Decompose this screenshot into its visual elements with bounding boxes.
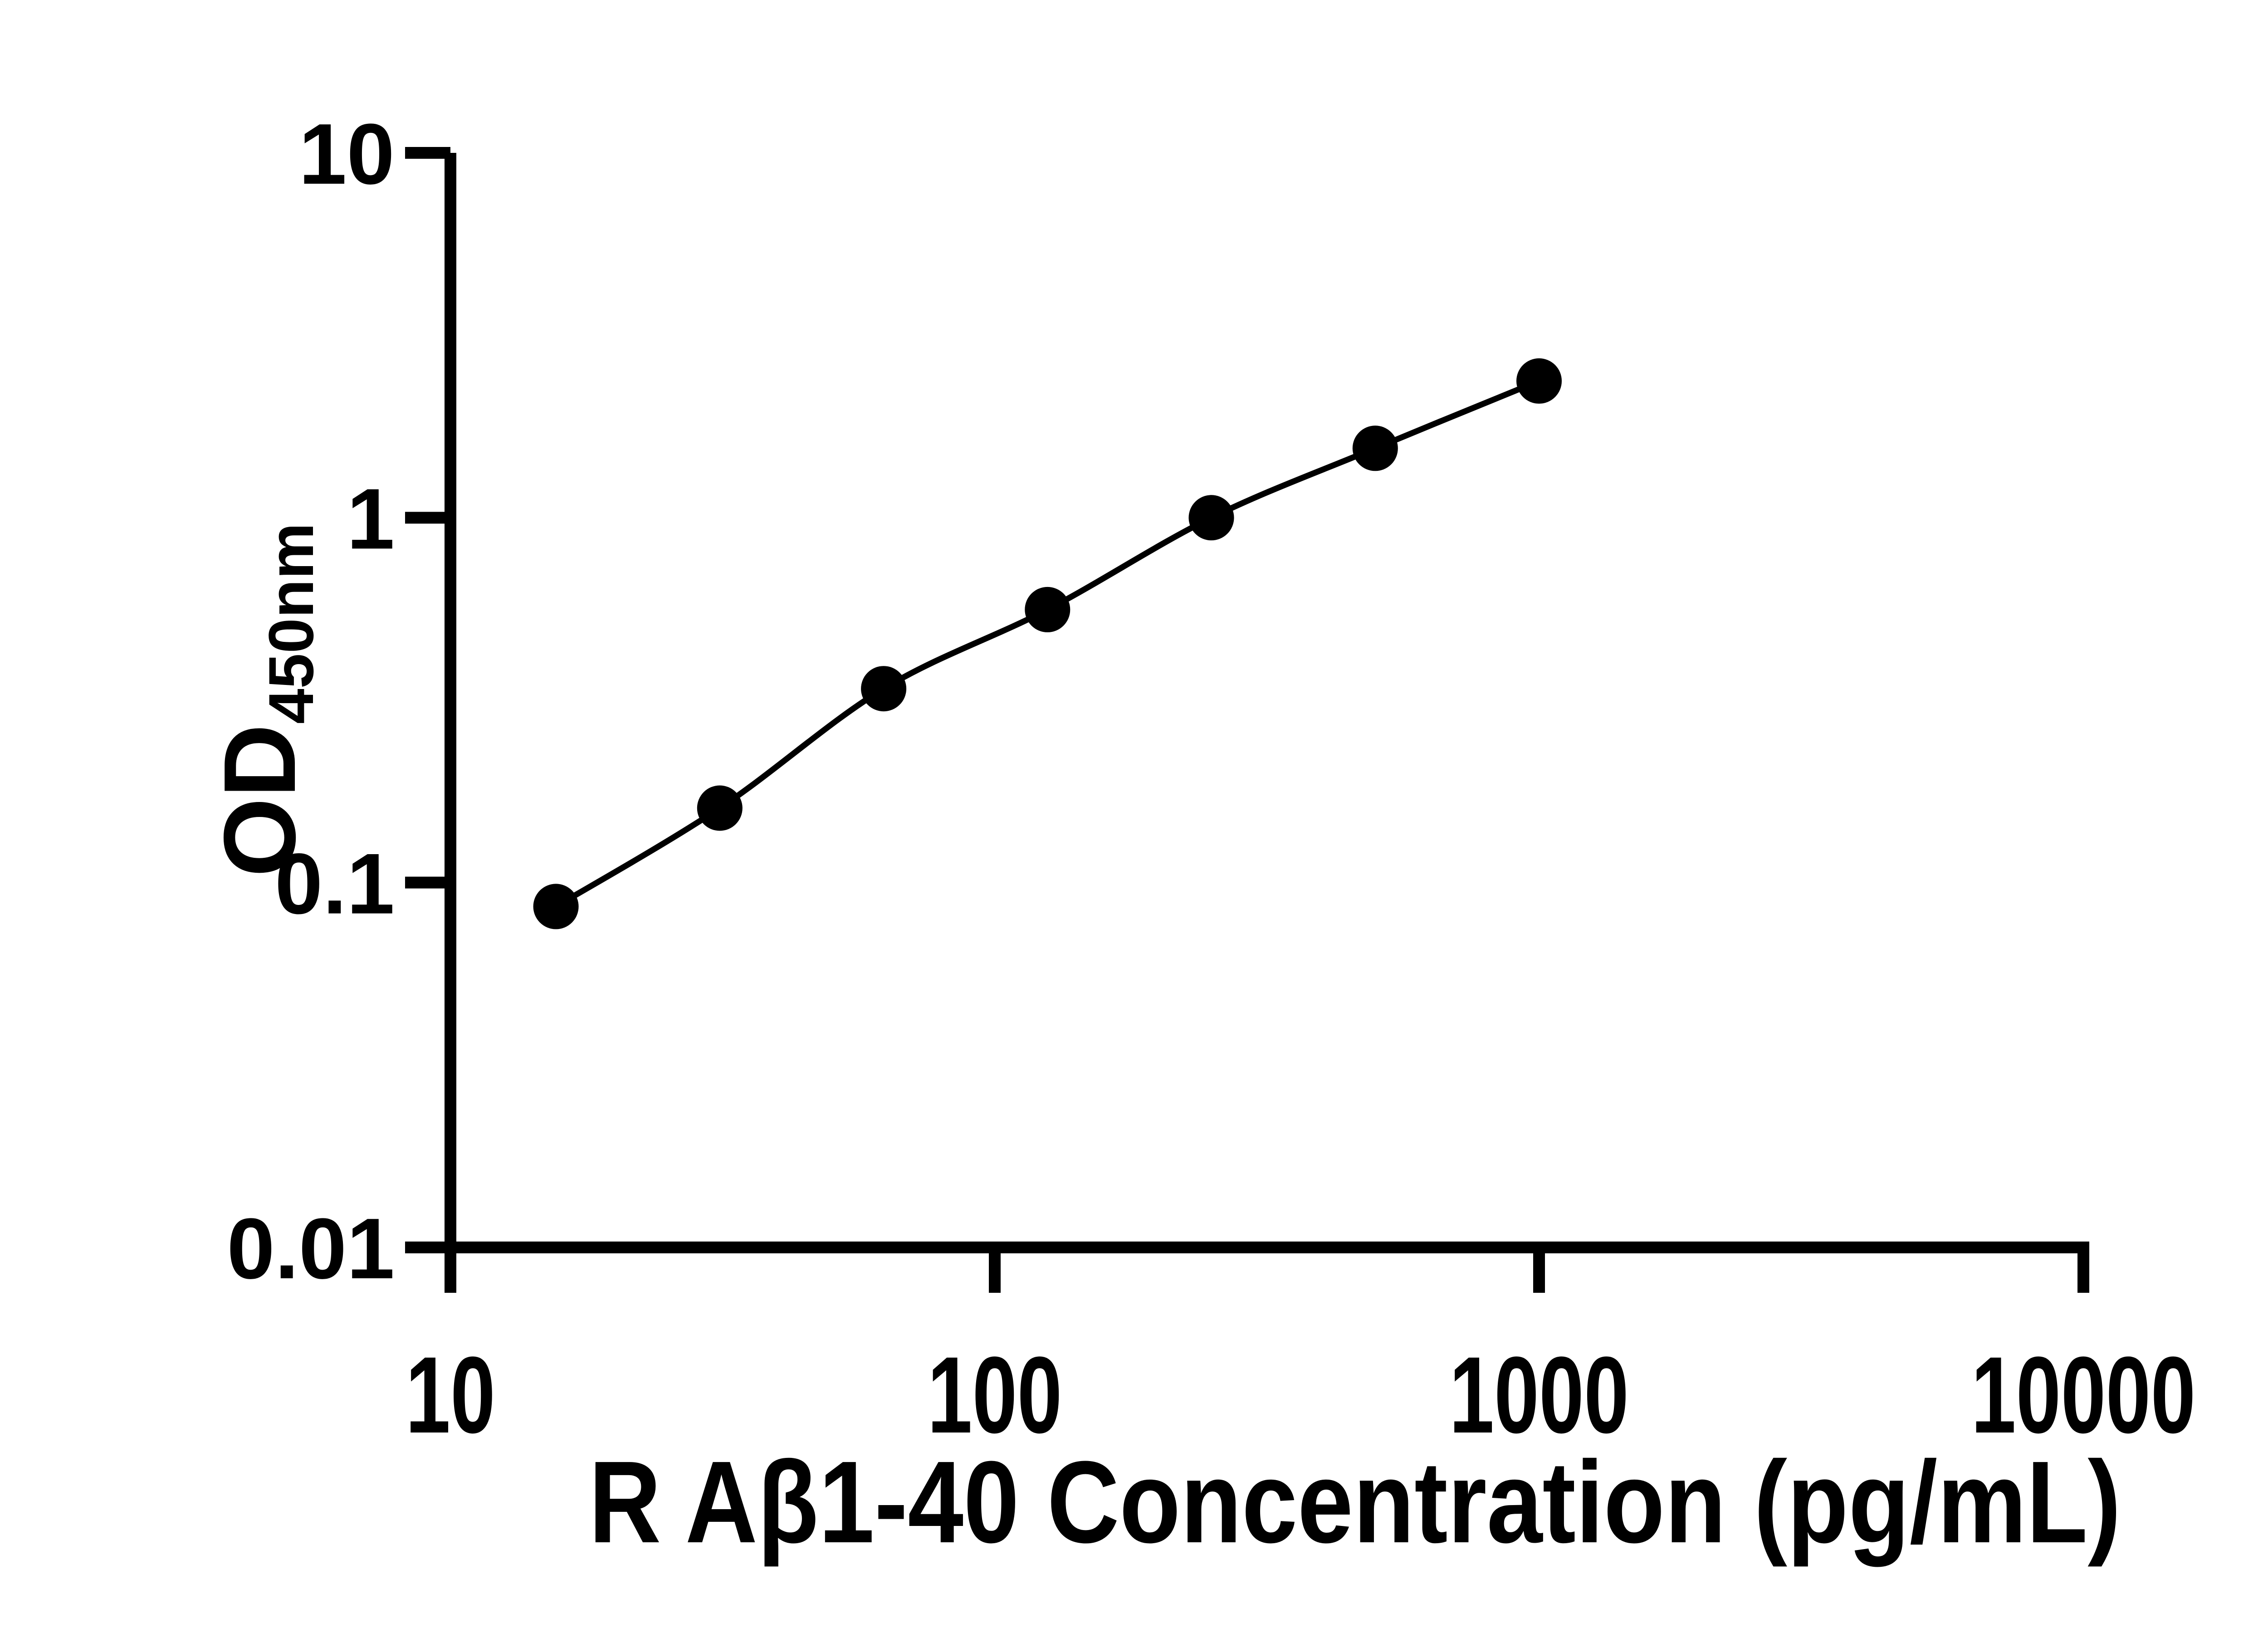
data-point [533, 884, 579, 929]
y-tick-label: 0.1 [275, 836, 395, 932]
y-axis-tick-labels: 10 1 0.1 0.01 [227, 106, 395, 1297]
x-tick-label: 10 [406, 1334, 495, 1456]
y-axis-title-main: OD [202, 724, 317, 877]
x-tick-label: 1000 [1449, 1334, 1629, 1456]
data-point [1516, 358, 1562, 404]
x-axis-title: R Aβ1-40 Concentration (pg/mL) [589, 1437, 2121, 1568]
data-point [697, 785, 743, 831]
y-axis-title-subscript: 450nm [255, 523, 327, 724]
data-point [861, 666, 907, 712]
data-point-markers [533, 358, 1562, 929]
y-axis-title: OD450nm [202, 523, 327, 877]
y-tick-label: 1 [347, 471, 395, 567]
x-axis-ticks [989, 1247, 2089, 1293]
y-tick-label: 0.01 [227, 1201, 395, 1297]
y-axis-ticks [405, 147, 450, 889]
data-point [1352, 425, 1398, 471]
x-axis-tick-labels: 10 100 1000 10000 [406, 1334, 2196, 1456]
y-tick-label: 10 [299, 106, 395, 202]
x-tick-label: 100 [928, 1334, 1062, 1456]
data-point [1025, 587, 1070, 632]
data-point [1188, 495, 1234, 541]
x-tick-label: 10000 [1971, 1334, 2196, 1456]
axes [405, 153, 2089, 1293]
